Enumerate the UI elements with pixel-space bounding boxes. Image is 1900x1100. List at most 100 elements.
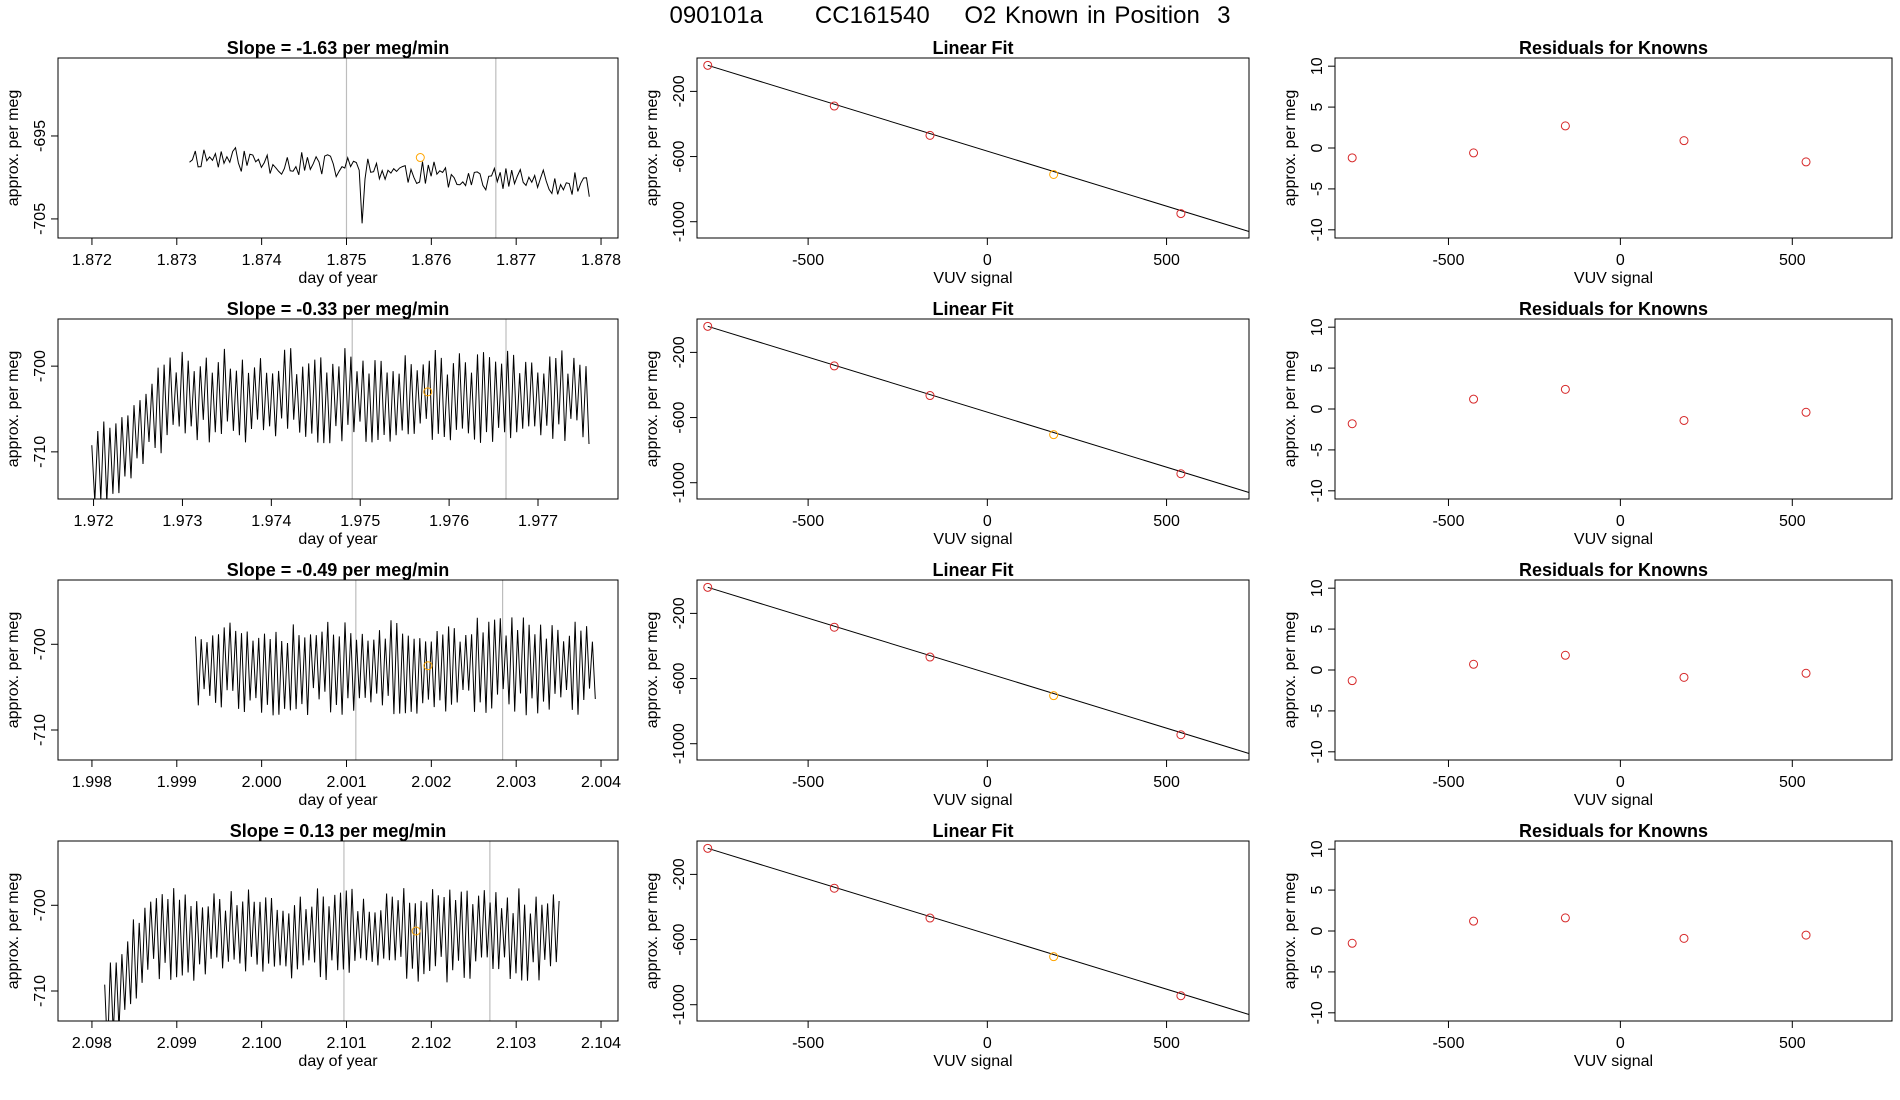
x-axis-label: VUV signal — [1574, 270, 1653, 287]
x-tick-label: 1.877 — [496, 252, 536, 269]
x-tick-label: 500 — [1779, 513, 1806, 530]
y-tick-label: -10 — [1309, 218, 1326, 241]
highlight-marker — [423, 387, 433, 397]
data-point — [925, 391, 935, 401]
data-point — [703, 843, 713, 853]
panel-title: Linear Fit — [932, 299, 1013, 319]
panel-1-1: Linear Fit -500 0 500 -200 -600 -1000 VUV signa… — [644, 299, 1250, 548]
x-tick-label: 0 — [1616, 252, 1625, 269]
data-point — [1679, 415, 1689, 425]
y-tick-label: -710 — [32, 714, 49, 746]
y-tick-label: -705 — [32, 203, 49, 235]
y-tick-label: -700 — [32, 350, 49, 382]
x-axis-label: day of year — [298, 792, 378, 809]
y-tick-label: -700 — [32, 628, 49, 660]
panel-1-2: Residuals for Knowns -500 0 500 10 5 0 -5 -10 VUV… — [1282, 299, 1893, 548]
data-point — [1347, 153, 1357, 163]
y-tick-label: 0 — [1309, 143, 1326, 152]
x-axis-label: VUV signal — [933, 270, 1012, 287]
y-axis-label: approx. per meg — [1282, 873, 1299, 990]
y-tick-label: 10 — [1309, 840, 1326, 858]
panel-0-0: Slope = -1.63 per meg/min 1.872 1.873 1.874… — [5, 38, 621, 287]
panel-0-1: Linear Fit -500 0 500 -200 -600 -1000 VUV signa… — [644, 38, 1250, 287]
data-point — [829, 883, 839, 893]
x-tick-label: 1.878 — [581, 252, 621, 269]
panel-title: Slope = -0.33 per meg/min — [227, 299, 450, 319]
x-tick-label: 1.974 — [251, 513, 291, 530]
plot-frame — [696, 840, 1250, 1022]
y-tick-label: 10 — [1309, 57, 1326, 75]
panel-title: Linear Fit — [932, 821, 1013, 841]
data-point — [1801, 668, 1811, 678]
y-tick-label: -1000 — [671, 462, 688, 503]
x-tick-label: 500 — [1153, 513, 1180, 530]
y-tick-label: -1000 — [671, 723, 688, 764]
x-tick-label: -500 — [1432, 1035, 1464, 1052]
y-tick-label: -10 — [1309, 740, 1326, 763]
highlight-marker — [423, 661, 433, 671]
plot-frame — [1334, 840, 1893, 1022]
data-point — [1679, 136, 1689, 146]
x-axis-label: VUV signal — [1574, 792, 1653, 809]
y-axis-label: approx. per meg — [1282, 612, 1299, 729]
y-tick-label: -5 — [1309, 965, 1326, 979]
x-tick-label: 500 — [1153, 1035, 1180, 1052]
y-tick-label: -600 — [671, 140, 688, 172]
x-axis-label: day of year — [298, 531, 378, 548]
data-point — [1560, 384, 1570, 394]
x-tick-label: 1.875 — [326, 252, 366, 269]
x-tick-label: -500 — [792, 513, 824, 530]
x-axis-label: day of year — [298, 270, 378, 287]
y-tick-label: 0 — [1309, 926, 1326, 935]
x-tick-label: 1.977 — [518, 513, 558, 530]
x-tick-label: 0 — [1616, 1035, 1625, 1052]
data-point — [1679, 672, 1689, 682]
x-tick-label: 1.999 — [157, 774, 197, 791]
panel-3-1: Linear Fit -500 0 500 -200 -600 -1000 VUV signa… — [644, 821, 1250, 1070]
y-tick-label: 5 — [1309, 364, 1326, 373]
data-point — [1469, 916, 1479, 926]
x-tick-label: 2.103 — [496, 1035, 536, 1052]
y-tick-label: 5 — [1309, 886, 1326, 895]
x-tick-label: 1.872 — [72, 252, 112, 269]
x-tick-label: 2.001 — [326, 774, 366, 791]
fit-line — [707, 325, 1250, 493]
y-tick-label: -695 — [32, 120, 49, 152]
y-tick-label: -600 — [671, 923, 688, 955]
y-tick-label: 5 — [1309, 625, 1326, 634]
x-axis-label: VUV signal — [933, 1053, 1012, 1070]
data-point — [1469, 148, 1479, 158]
data-point — [1049, 430, 1059, 440]
x-tick-label: -500 — [792, 774, 824, 791]
panel-title: Residuals for Knowns — [1519, 560, 1708, 580]
panel-2-1: Linear Fit -500 0 500 -200 -600 -1000 VUV signa… — [644, 560, 1250, 809]
y-tick-label: -10 — [1309, 1001, 1326, 1024]
x-tick-label: 500 — [1779, 774, 1806, 791]
y-tick-label: 10 — [1309, 579, 1326, 597]
x-tick-label: 0 — [1616, 513, 1625, 530]
x-tick-label: 0 — [983, 1035, 992, 1052]
data-point — [829, 622, 839, 632]
x-tick-label: 500 — [1153, 252, 1180, 269]
data-point — [1679, 933, 1689, 943]
data-point — [1049, 691, 1059, 701]
x-tick-label: 1.876 — [411, 252, 451, 269]
y-tick-label: -200 — [671, 597, 688, 629]
fit-line — [707, 586, 1250, 754]
x-tick-label: 1.975 — [340, 513, 380, 530]
y-tick-label: -1000 — [671, 201, 688, 242]
plot-frame — [57, 579, 619, 761]
y-axis-label: approx. per meg — [1282, 90, 1299, 207]
data-point — [925, 130, 935, 140]
y-axis-label: approx. per meg — [5, 873, 22, 990]
x-tick-label: 2.000 — [242, 774, 282, 791]
y-axis-label: approx. per meg — [5, 351, 22, 468]
data-point — [829, 361, 839, 371]
x-axis-label: day of year — [298, 1053, 378, 1070]
data-point — [1801, 407, 1811, 417]
x-tick-label: -500 — [1432, 774, 1464, 791]
data-point — [1347, 419, 1357, 429]
panel-title: Residuals for Knowns — [1519, 38, 1708, 58]
y-axis-label: approx. per meg — [644, 612, 661, 729]
data-point — [703, 321, 713, 331]
